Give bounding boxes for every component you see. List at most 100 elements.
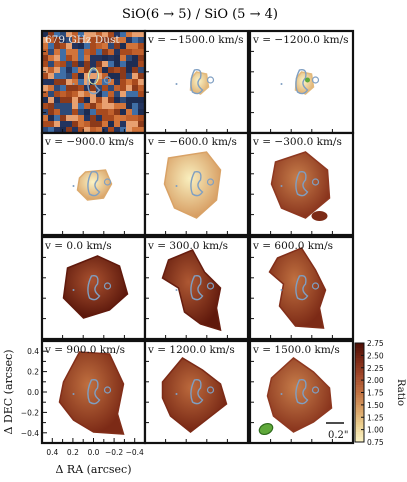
dust-pixel xyxy=(42,73,49,80)
dust-pixel xyxy=(102,85,109,92)
dust-pixel xyxy=(108,109,115,116)
dust-pixel xyxy=(48,49,55,56)
dust-pixel xyxy=(72,91,79,98)
contour xyxy=(190,68,204,95)
dust-pixel xyxy=(72,85,79,92)
dust-pixel xyxy=(90,31,97,38)
dust-pixel xyxy=(84,31,91,38)
colorbar-tick-label: 2.75 xyxy=(367,339,384,348)
colorbar-segment xyxy=(355,345,364,349)
dust-pixel xyxy=(132,79,139,86)
colorbar-segment xyxy=(355,427,364,430)
dust-pixel xyxy=(96,103,103,110)
dust-pixel xyxy=(60,115,67,122)
contour xyxy=(311,282,320,290)
dust-pixel xyxy=(114,49,121,56)
colorbar-segment xyxy=(355,360,364,364)
dust-pixel xyxy=(138,43,145,50)
dust-pixel xyxy=(78,127,85,133)
colorbar-segment xyxy=(355,439,364,443)
axes: 0.4 0.2 0.0 −0.2 −0.40.40.20.0−0.2−0.4Δ RA (… xyxy=(2,347,144,476)
ratio-map xyxy=(163,151,222,219)
panel: v = 600.0 km/s xyxy=(248,235,355,341)
contour xyxy=(87,378,101,405)
dust-pixel xyxy=(108,115,115,122)
panel-label: v = −1500.0 km/s xyxy=(147,34,244,46)
y-tick-label: −0.4 xyxy=(21,429,39,438)
dust-pixel xyxy=(114,121,121,128)
dust-pixel xyxy=(114,115,121,122)
dust-pixel xyxy=(48,61,55,68)
dust-pixel xyxy=(54,79,61,86)
dust-pixel xyxy=(78,79,85,86)
dust-pixel xyxy=(72,67,79,74)
dust-pixel xyxy=(72,127,79,133)
dust-pixel xyxy=(48,103,55,110)
dust-pixel xyxy=(102,49,109,56)
dust-pixel xyxy=(90,73,97,80)
dust-pixel xyxy=(54,49,61,56)
dust-pixel xyxy=(42,31,49,38)
panel-label: v = 900.0 km/s xyxy=(44,344,125,356)
panel-content xyxy=(163,151,222,219)
dust-pixel xyxy=(138,109,145,116)
panel-grid: 679 GHz Dust v = −1500.0 km/s v = −1200.0 … xyxy=(40,29,355,445)
dust-pixel xyxy=(114,67,121,74)
dust-pixel xyxy=(108,91,115,98)
peak-marker xyxy=(305,77,310,83)
dust-pixel xyxy=(96,67,103,74)
dust-pixel xyxy=(66,73,73,80)
dust-pixel xyxy=(78,43,85,50)
contour-dot xyxy=(72,289,75,291)
dust-pixel xyxy=(60,91,67,98)
dust-pixel xyxy=(132,73,139,80)
x-axis-label: Δ RA (arcsec) xyxy=(55,463,131,476)
dust-pixel xyxy=(42,121,49,128)
panel-label: v = −300.0 km/s xyxy=(252,136,342,148)
dust-pixel xyxy=(102,103,109,110)
dust-pixel xyxy=(126,37,133,44)
dust-pixel xyxy=(84,91,91,98)
dust-pixel xyxy=(108,37,115,44)
contour xyxy=(311,386,320,394)
ratio-map xyxy=(270,151,331,219)
dust-pixel xyxy=(90,97,97,104)
contour-dot xyxy=(280,83,283,85)
dust-pixel xyxy=(84,67,91,74)
dust-pixel xyxy=(84,121,91,128)
dust-pixel xyxy=(54,37,61,44)
dust-pixel xyxy=(114,61,121,68)
colorbar-segment xyxy=(355,414,364,418)
colorbar-segment xyxy=(355,355,364,359)
dust-pixel xyxy=(108,43,115,50)
dust-pixel xyxy=(78,91,85,98)
contour-dot xyxy=(280,185,283,187)
dust-pixel xyxy=(132,55,139,62)
colorbar-segment xyxy=(355,380,364,383)
contour xyxy=(103,386,112,394)
dust-pixel xyxy=(132,91,139,98)
dust-pixel xyxy=(102,115,109,122)
panel: v = 300.0 km/s xyxy=(143,235,250,341)
dust-pixel xyxy=(42,37,49,44)
contour xyxy=(103,178,112,186)
panel-content xyxy=(268,247,327,329)
dust-pixel xyxy=(66,103,73,110)
colorbar-segment xyxy=(355,409,364,413)
dust-pixel xyxy=(42,85,49,92)
dust-pixel xyxy=(114,97,121,104)
colorbar-tick-label: 1.00 xyxy=(367,426,384,435)
contour xyxy=(206,282,215,290)
panel-label: v = 600.0 km/s xyxy=(252,240,333,252)
dust-pixel xyxy=(72,49,79,56)
dust-pixel xyxy=(126,31,133,38)
panel-content xyxy=(280,68,320,95)
dust-pixel xyxy=(126,55,133,62)
dust-pixel xyxy=(42,49,49,56)
dust-pixel xyxy=(114,43,121,50)
colorbar-segment xyxy=(355,365,364,369)
dust-pixel xyxy=(132,43,139,50)
dust-pixel xyxy=(66,43,73,50)
dust-pixel xyxy=(96,61,103,68)
dust-pixel xyxy=(66,67,73,74)
